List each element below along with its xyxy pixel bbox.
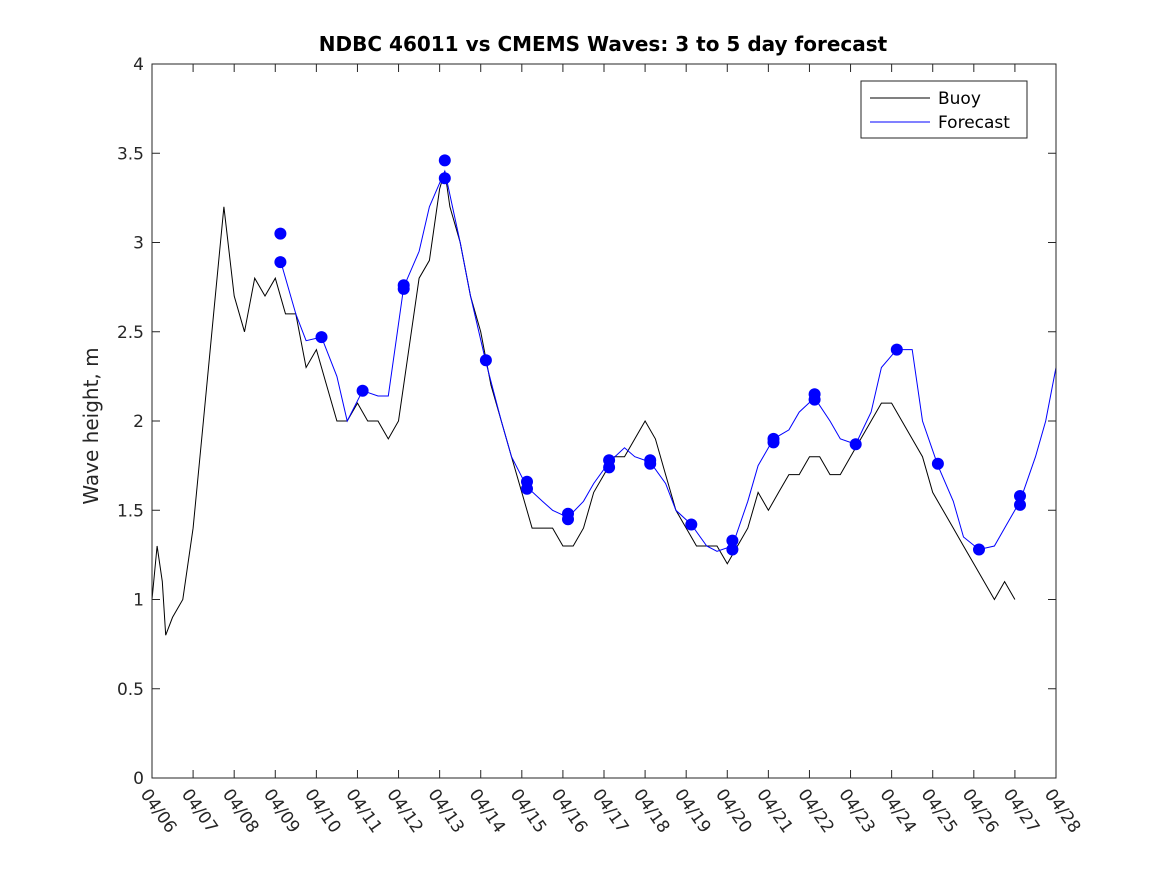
forecast-marker	[644, 457, 657, 470]
forecast-marker	[726, 543, 739, 556]
forecast-marker	[973, 543, 985, 556]
forecast-marker	[397, 279, 410, 292]
forecast-marker	[603, 461, 616, 474]
forecast-marker	[562, 513, 574, 526]
legend: Buoy Forecast	[860, 80, 1028, 139]
legend-box	[860, 80, 1028, 139]
series-line-buoy	[151, 170, 1016, 636]
legend-forecast-label: Forecast	[938, 113, 1010, 133]
y-tick-label: 3.5	[117, 144, 144, 164]
forecast-marker	[726, 534, 739, 547]
forecast-marker	[1014, 498, 1026, 511]
series-line-forecast	[279, 169, 1057, 552]
forecast-marker	[849, 438, 862, 451]
plot-background	[152, 64, 1056, 778]
forecast-marker	[274, 256, 287, 269]
forecast-marker	[438, 172, 451, 185]
forecast-marker	[438, 154, 451, 167]
forecast-marker	[479, 354, 492, 367]
y-tick-label: 0	[133, 769, 144, 789]
y-tick-label: 1.5	[117, 501, 144, 521]
forecast-marker	[808, 393, 821, 406]
y-tick-label: 2.5	[117, 323, 144, 343]
forecast-marker	[1014, 490, 1026, 502]
forecast-marker	[931, 457, 944, 470]
y-tick-label: 4	[133, 55, 144, 75]
forecast-marker	[521, 482, 533, 495]
forecast-marker	[685, 518, 698, 531]
y-tick-label: 0.5	[117, 680, 144, 700]
forecast-marker	[890, 343, 903, 356]
y-axis-label: Wave height, m	[79, 347, 103, 504]
forecast-marker	[767, 436, 780, 449]
y-tick-label: 1	[133, 591, 144, 611]
forecast-marker	[315, 331, 328, 344]
legend-buoy-label: Buoy	[938, 89, 981, 109]
chart-title: NDBC 46011 vs CMEMS Waves: 3 to 5 day fo…	[319, 32, 888, 56]
y-tick-label: 2	[133, 412, 144, 432]
forecast-marker	[356, 384, 369, 397]
plot-area: 00.511.522.533.5404/0604/0704/0804/0904/…	[117, 55, 1084, 837]
y-tick-label: 3	[133, 234, 144, 254]
forecast-marker	[274, 227, 287, 240]
